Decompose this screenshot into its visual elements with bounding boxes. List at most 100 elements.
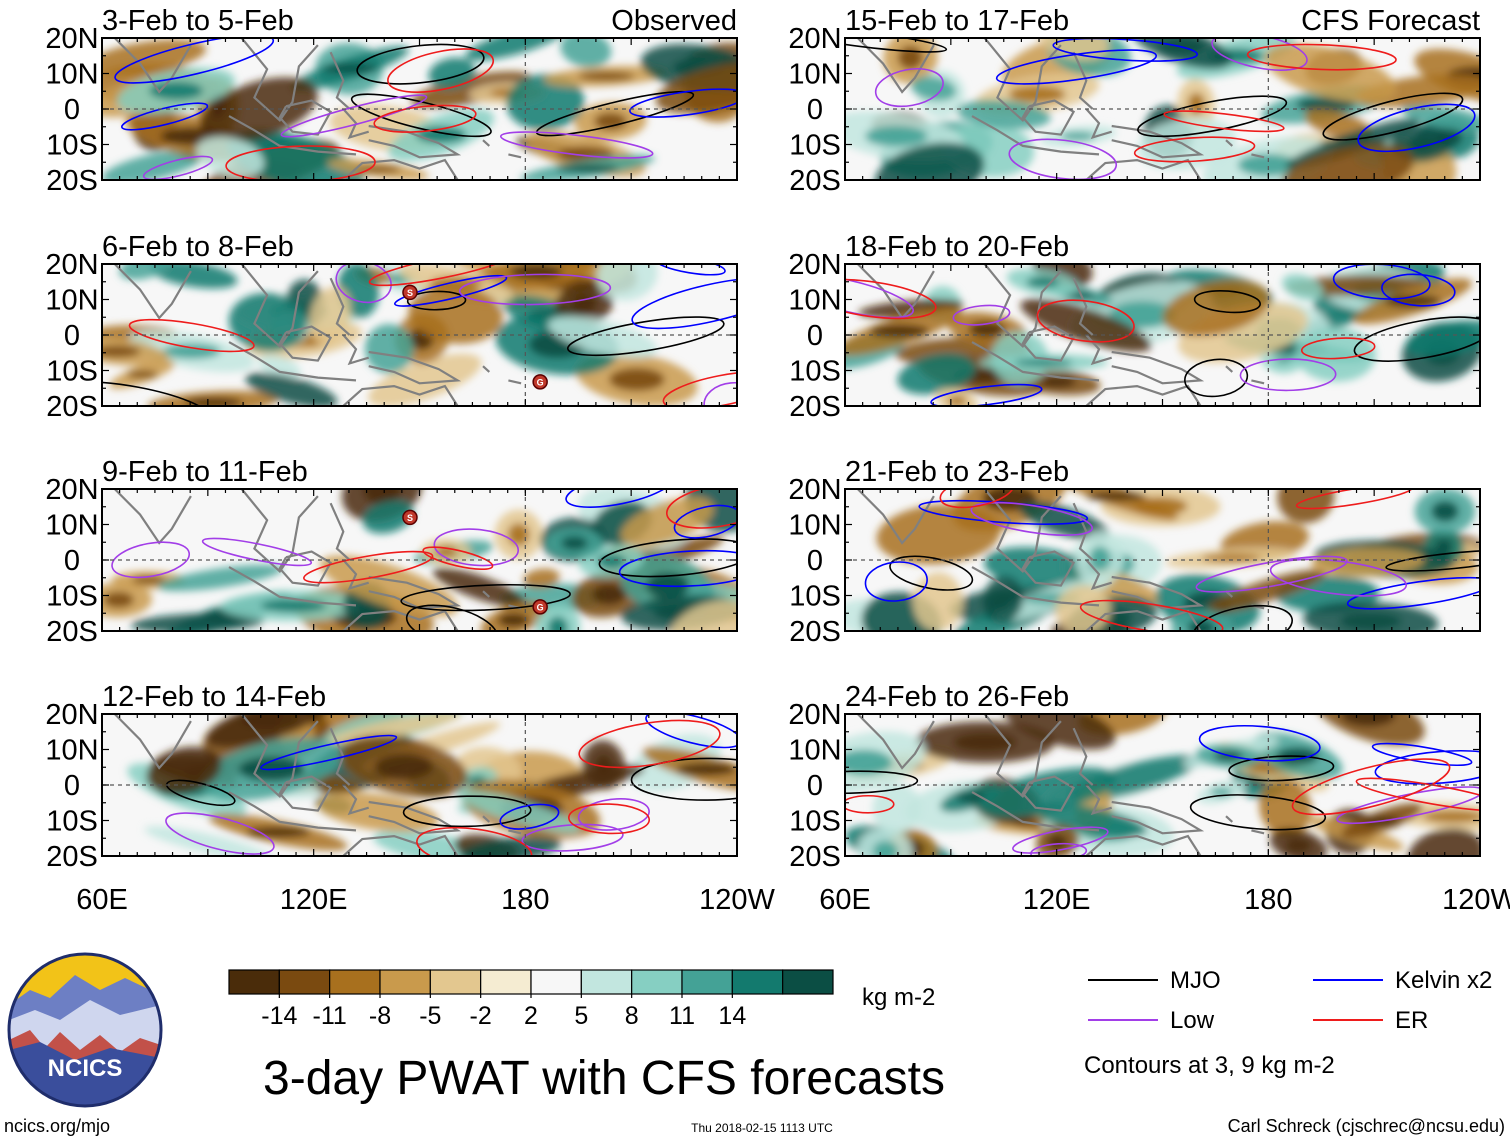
y-tick-label: 10N xyxy=(788,59,841,91)
y-tick-label: 20N xyxy=(788,249,841,281)
svg-text:G: G xyxy=(537,377,544,387)
y-tick-label: 0 xyxy=(64,770,80,802)
colorbar-tick-label: 14 xyxy=(718,1002,746,1030)
colorbar-tick-label: -8 xyxy=(369,1002,391,1030)
y-tick-label: 20N xyxy=(788,699,841,731)
y-tick-label: 20S xyxy=(46,616,98,648)
legend-item: Low xyxy=(1088,1007,1215,1034)
colorbar-swatch xyxy=(731,969,784,995)
y-tick-label: 20S xyxy=(789,165,841,197)
colorbar-tick-label: 2 xyxy=(524,1002,538,1030)
y-tick-label: 10S xyxy=(46,581,98,613)
legend-item: Kelvin x2 xyxy=(1313,967,1492,994)
colorbar-swatch xyxy=(480,969,532,995)
y-tick-label: 20N xyxy=(45,249,98,281)
colorbar-swatch xyxy=(681,969,733,995)
y-tick-label: 10S xyxy=(789,130,841,162)
y-tick-label: 20S xyxy=(46,391,98,423)
y-tick-label: 10N xyxy=(45,285,98,317)
y-tick-label: 10S xyxy=(46,356,98,388)
legend-label: Low xyxy=(1170,1007,1215,1034)
legend-label: Kelvin x2 xyxy=(1395,967,1492,994)
pwat-shading xyxy=(845,489,1480,631)
panel-column-title: CFS Forecast xyxy=(1301,5,1480,37)
colorbar-swatch xyxy=(580,969,633,995)
colorbar-swatch xyxy=(631,969,683,995)
colorbar-swatch xyxy=(379,969,431,995)
y-tick-label: 20N xyxy=(788,474,841,506)
map-panel xyxy=(844,713,1481,857)
contour-note: Contours at 3, 9 kg m-2 xyxy=(1084,1052,1335,1079)
x-tick-label: 180 xyxy=(501,884,549,916)
colorbar-tick-label: -14 xyxy=(261,1002,297,1030)
panel-date-range: 12-Feb to 14-Feb xyxy=(102,681,326,713)
y-tick-label: 10S xyxy=(46,806,98,838)
pwat-shading xyxy=(845,714,1480,856)
y-tick-label: 10N xyxy=(788,735,841,767)
pwat-shading xyxy=(102,264,698,406)
units-label: kg m-2 xyxy=(862,984,935,1011)
legend-label: ER xyxy=(1395,1007,1428,1034)
x-tick-label: 120E xyxy=(280,884,348,916)
panel-column-title: Observed xyxy=(611,5,737,37)
panel-date-range: 9-Feb to 11-Feb xyxy=(102,456,308,488)
colorbar-swatch xyxy=(228,969,280,995)
y-tick-label: 10N xyxy=(788,285,841,317)
y-tick-label: 20S xyxy=(789,841,841,873)
panel-date-range: 21-Feb to 23-Feb xyxy=(845,456,1069,488)
coastlines xyxy=(113,38,522,180)
wave-contours xyxy=(845,264,1480,406)
panel-date-range: 3-Feb to 5-Feb xyxy=(102,5,294,37)
svg-text:S: S xyxy=(407,288,413,298)
y-tick-label: 20N xyxy=(45,699,98,731)
colorbar-tick-label: 8 xyxy=(625,1002,639,1030)
y-tick-label: 0 xyxy=(807,320,823,352)
wave-contours xyxy=(845,724,1480,856)
colorbar-swatch xyxy=(329,969,381,995)
legend-label: MJO xyxy=(1170,967,1221,994)
coastlines xyxy=(856,714,1265,856)
colorbar-tick-label: 11 xyxy=(669,1002,695,1030)
y-tick-label: 10S xyxy=(789,356,841,388)
logo-text: NCICS xyxy=(48,1055,123,1082)
map-panel: SG xyxy=(101,263,738,407)
colorbar: -14 -11 -8 -5 -2 2 5 8 11 14 kg m-2 xyxy=(228,969,935,1030)
panel-date-range: 18-Feb to 20-Feb xyxy=(845,231,1069,263)
y-tick-label: 20N xyxy=(788,23,841,55)
y-tick-label: 0 xyxy=(64,94,80,126)
y-tick-label: 20N xyxy=(45,474,98,506)
y-tick-label: 20S xyxy=(46,841,98,873)
y-tick-label: 10S xyxy=(46,130,98,162)
x-tick-label: 120W xyxy=(699,884,775,916)
colorbar-tick-label: -11 xyxy=(313,1002,347,1030)
map-panel xyxy=(844,37,1481,181)
panel-date-range: 15-Feb to 17-Feb xyxy=(845,5,1069,37)
y-tick-label: 20N xyxy=(45,23,98,55)
wave-contours xyxy=(165,714,737,856)
footer-url: ncics.org/mjo xyxy=(4,1116,110,1136)
y-tick-label: 10S xyxy=(789,806,841,838)
y-tick-label: 20S xyxy=(789,391,841,423)
legend-item: ER xyxy=(1313,1007,1428,1034)
y-tick-label: 20S xyxy=(789,616,841,648)
wave-contours xyxy=(864,489,1480,631)
x-tick-label: 180 xyxy=(1244,884,1292,916)
wave-contours xyxy=(111,489,737,631)
x-tick-label: 120E xyxy=(1023,884,1091,916)
wave-contours xyxy=(114,38,737,180)
colorbar-swatch xyxy=(429,969,482,995)
x-tick-label: 60E xyxy=(76,884,128,916)
panel-date-range: 24-Feb to 26-Feb xyxy=(845,681,1069,713)
map-panel xyxy=(844,488,1481,632)
map-panel xyxy=(101,713,738,857)
y-tick-label: 20S xyxy=(46,165,98,197)
colorbar-tick-label: 5 xyxy=(574,1002,588,1030)
y-tick-label: 10N xyxy=(45,510,98,542)
colorbar-swatch xyxy=(782,969,834,995)
panel-date-range: 6-Feb to 8-Feb xyxy=(102,231,294,263)
storm-marker: S xyxy=(402,509,418,526)
map-panel xyxy=(844,263,1481,407)
wave-contours xyxy=(845,38,1476,180)
main-title: 3-day PWAT with CFS forecasts xyxy=(263,1052,945,1105)
